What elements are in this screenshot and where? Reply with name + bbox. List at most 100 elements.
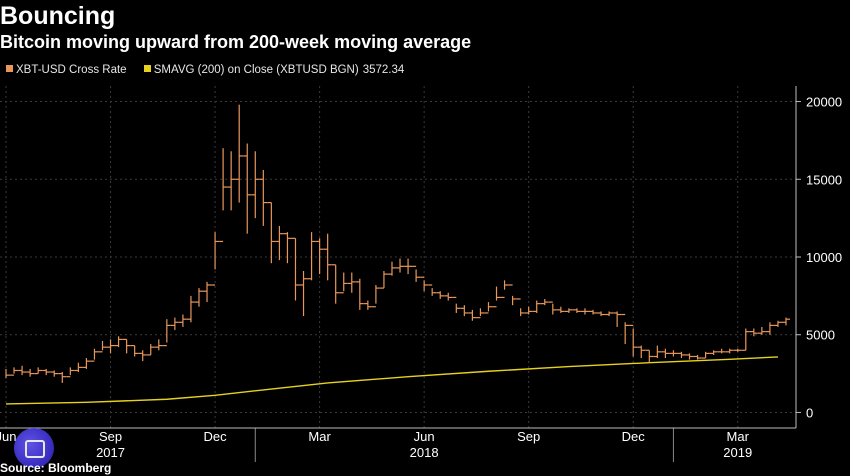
price-bar <box>106 339 115 354</box>
price-bar <box>291 237 300 301</box>
legend: XBT-USD Cross Rate SMAVG (200) on Close … <box>6 64 418 76</box>
y-tick-label: 10000 <box>806 250 842 265</box>
price-bar <box>203 281 212 303</box>
price-series <box>5 104 790 383</box>
price-bar <box>339 272 348 294</box>
price-bar <box>428 284 437 296</box>
price-bar <box>267 201 276 264</box>
price-bar <box>782 317 790 326</box>
price-bar <box>548 301 557 315</box>
price-bar <box>452 296 461 313</box>
price-bar <box>50 370 59 377</box>
price-bar <box>130 345 139 357</box>
price-bar <box>211 232 220 286</box>
price-bar <box>5 368 10 379</box>
price-bar <box>396 258 405 273</box>
price-bar <box>556 306 565 313</box>
price-bar <box>669 350 678 357</box>
price-bar <box>259 169 268 226</box>
price-bar <box>355 278 364 310</box>
price-swatch-icon <box>6 65 13 73</box>
x-year-label: 2017 <box>96 445 125 460</box>
play-badge-icon[interactable] <box>14 428 54 468</box>
price-bar <box>717 348 726 354</box>
x-tick-label: Mar <box>727 429 750 444</box>
x-tick-label: Mar <box>308 429 331 444</box>
price-bar <box>146 344 155 356</box>
price-bar <box>331 264 340 304</box>
price-bar <box>243 143 252 234</box>
price-bar <box>82 358 91 369</box>
price-bar <box>492 286 501 308</box>
price-bar <box>42 368 51 376</box>
x-year-label: 2019 <box>723 445 752 460</box>
price-bar <box>18 365 27 376</box>
price-bar <box>299 270 308 317</box>
price-bar <box>653 345 662 359</box>
price-bar <box>757 326 766 335</box>
price-bar <box>26 368 35 377</box>
price-bar <box>251 151 260 219</box>
price-bar <box>773 320 782 327</box>
source-note: Source: Bloomberg <box>0 461 112 475</box>
price-bar <box>162 319 171 347</box>
price-bar <box>122 338 131 354</box>
legend-sma-value: 3572.34 <box>362 64 405 76</box>
price-bar <box>476 308 485 319</box>
price-bar <box>114 336 123 348</box>
price-bar <box>315 238 324 275</box>
price-bar <box>66 367 75 378</box>
price-bar <box>765 322 774 335</box>
price-bar <box>677 351 686 359</box>
price-bar <box>532 300 541 313</box>
price-bar <box>637 345 646 359</box>
y-tick-label: 0 <box>806 405 813 420</box>
price-bar <box>436 291 445 299</box>
price-bar <box>589 309 598 315</box>
price-bar <box>580 308 589 315</box>
price-bar <box>629 324 638 357</box>
sma-series <box>5 356 778 405</box>
price-bar <box>524 306 533 315</box>
legend-sma-label: SMAVG (200) on Close (XBTUSD BGN) <box>153 64 359 76</box>
price-bar <box>693 354 702 360</box>
price-bar <box>34 367 43 375</box>
price-bar <box>500 280 509 299</box>
price-bar <box>363 300 372 310</box>
sma-swatch-icon <box>143 65 151 73</box>
x-tick-label: Sep <box>99 429 122 444</box>
price-bar <box>709 350 718 355</box>
price-bar <box>685 353 694 360</box>
x-tick-label: Dec <box>622 429 646 444</box>
price-bar <box>323 233 332 281</box>
price-bar <box>420 276 429 292</box>
price-bar <box>154 339 163 351</box>
sma-line <box>5 356 778 405</box>
price-bar <box>371 284 380 308</box>
price-bar <box>444 292 453 301</box>
price-bar <box>219 148 228 243</box>
price-bar <box>58 372 67 383</box>
price-bar <box>275 225 284 261</box>
chart-subtitle: Bitcoin moving upward from 200-week movi… <box>0 32 472 52</box>
price-bar <box>749 328 758 337</box>
price-bar <box>645 349 654 363</box>
x-tick-label: Sep <box>517 429 540 444</box>
price-bar <box>621 313 630 345</box>
legend-item-sma: SMAVG (200) on Close (XBTUSD BGN) 3572.34 <box>143 64 405 76</box>
price-bar <box>484 302 493 314</box>
price-bar <box>347 272 356 293</box>
price-bar <box>178 314 187 327</box>
price-bar <box>98 340 107 353</box>
legend-item-price: XBT-USD Cross Rate <box>6 64 130 76</box>
x-tick-labels: Jun Sep Dec Mar Jun Sep Dec Mar 2017 2018 2019 <box>0 429 752 460</box>
price-bar <box>468 309 477 321</box>
y-tick-labels: 0 5000 10000 15000 20000 <box>806 95 842 421</box>
legend-price-label: XBT-USD Cross Rate <box>16 64 127 76</box>
price-bar <box>74 362 83 373</box>
chart-title: Bouncing <box>0 2 116 30</box>
x-year-label: 2018 <box>410 445 439 460</box>
price-bar <box>283 232 292 264</box>
x-tick-label: Dec <box>204 429 228 444</box>
axes <box>0 86 801 462</box>
